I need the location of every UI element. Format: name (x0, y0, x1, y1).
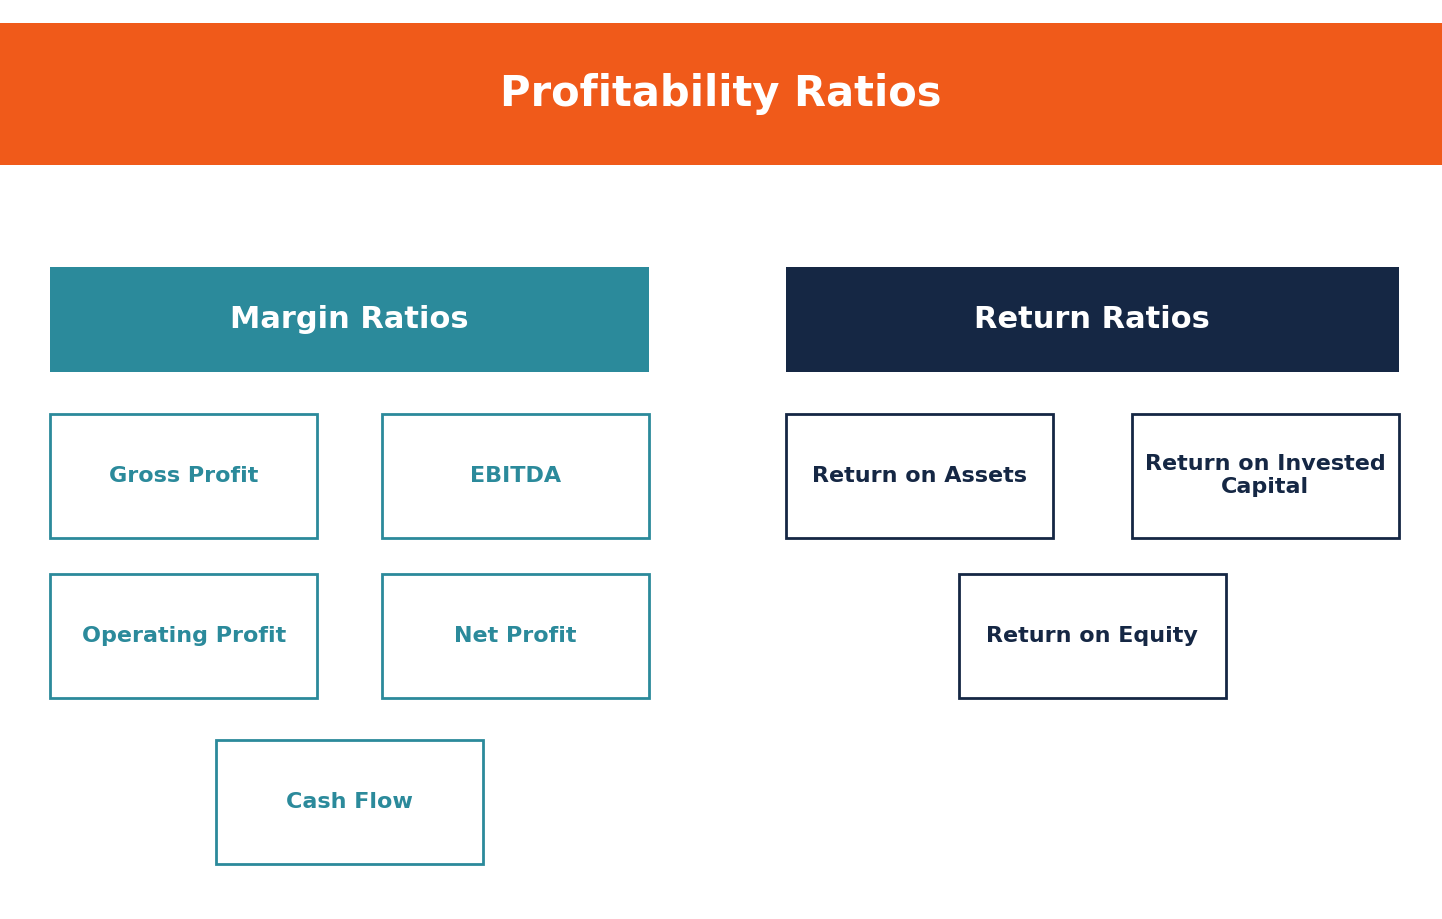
FancyBboxPatch shape (50, 574, 317, 698)
Text: Margin Ratios: Margin Ratios (231, 305, 469, 334)
Text: Net Profit: Net Profit (454, 627, 577, 646)
FancyBboxPatch shape (50, 267, 649, 372)
FancyBboxPatch shape (959, 574, 1226, 698)
Text: EBITDA: EBITDA (470, 466, 561, 485)
Text: Return on Invested
Capital: Return on Invested Capital (1145, 454, 1386, 497)
Text: Return on Assets: Return on Assets (812, 466, 1027, 485)
FancyBboxPatch shape (786, 414, 1053, 538)
Text: Operating Profit: Operating Profit (82, 627, 286, 646)
FancyBboxPatch shape (50, 414, 317, 538)
Text: Return Ratios: Return Ratios (975, 305, 1210, 334)
FancyBboxPatch shape (0, 23, 1442, 165)
FancyBboxPatch shape (1132, 414, 1399, 538)
FancyBboxPatch shape (786, 267, 1399, 372)
FancyBboxPatch shape (382, 414, 649, 538)
Text: Cash Flow: Cash Flow (287, 792, 412, 811)
Text: Profitability Ratios: Profitability Ratios (500, 74, 942, 115)
Text: Gross Profit: Gross Profit (110, 466, 258, 485)
FancyBboxPatch shape (216, 740, 483, 864)
FancyBboxPatch shape (382, 574, 649, 698)
Text: Return on Equity: Return on Equity (986, 627, 1198, 646)
